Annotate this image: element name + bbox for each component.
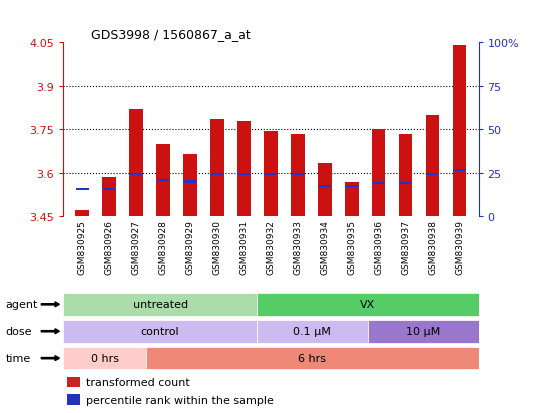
Bar (318, 164, 332, 217)
Bar (211, 174, 223, 176)
Bar (372, 183, 385, 185)
Bar (399, 183, 412, 185)
Bar (157, 180, 169, 182)
Bar (368, 320, 478, 343)
Text: GDS3998 / 1560867_a_at: GDS3998 / 1560867_a_at (91, 28, 250, 41)
Text: transformed count: transformed count (86, 377, 190, 387)
Text: untreated: untreated (133, 299, 188, 310)
Text: 6 hrs: 6 hrs (299, 353, 326, 363)
Bar (103, 188, 115, 190)
Bar (372, 130, 386, 217)
Bar (265, 174, 277, 176)
Bar (75, 210, 89, 217)
Bar (399, 135, 412, 217)
Bar (76, 188, 89, 190)
Text: agent: agent (6, 299, 38, 310)
Bar (63, 347, 146, 370)
Bar (237, 121, 251, 217)
Bar (264, 131, 278, 217)
Text: 0 hrs: 0 hrs (91, 353, 119, 363)
Bar (426, 174, 439, 176)
Bar (63, 320, 257, 343)
Bar (257, 320, 368, 343)
Text: VX: VX (360, 299, 376, 310)
Text: time: time (6, 353, 31, 363)
Bar (63, 293, 257, 316)
Bar (453, 46, 466, 217)
Text: dose: dose (6, 326, 32, 337)
Bar (146, 347, 478, 370)
Bar (210, 120, 224, 217)
Bar (292, 174, 304, 176)
Bar (345, 185, 358, 188)
Bar (426, 116, 439, 217)
Bar (130, 174, 142, 176)
Bar (68, 394, 80, 405)
Text: 0.1 μM: 0.1 μM (294, 326, 331, 337)
Bar (102, 178, 116, 217)
Bar (238, 174, 250, 176)
Text: percentile rank within the sample: percentile rank within the sample (86, 394, 274, 405)
Bar (345, 182, 359, 217)
Bar (156, 145, 170, 217)
Bar (291, 135, 305, 217)
Bar (129, 110, 143, 217)
Text: control: control (141, 326, 179, 337)
Bar (257, 293, 478, 316)
Bar (184, 181, 196, 183)
Bar (68, 377, 80, 387)
Text: 10 μM: 10 μM (406, 326, 440, 337)
Bar (453, 169, 466, 172)
Bar (318, 185, 331, 188)
Bar (183, 154, 197, 217)
